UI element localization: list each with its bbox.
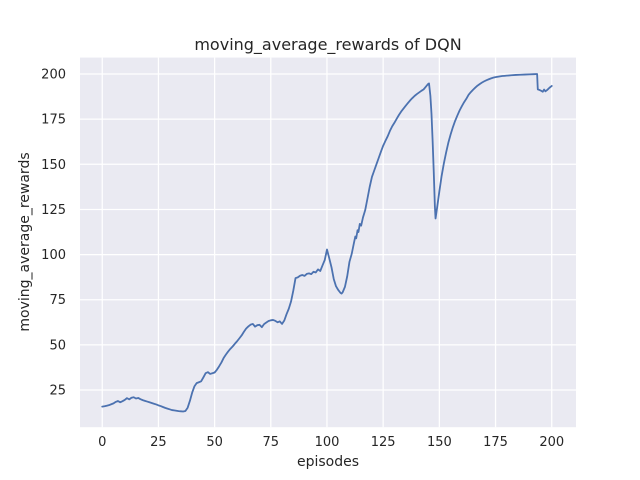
chart-title: moving_average_rewards of DQN — [194, 35, 461, 55]
y-tick-label: 150 — [41, 158, 66, 173]
y-axis-label: moving_average_rewards — [17, 152, 33, 331]
y-tick-label: 175 — [41, 113, 66, 128]
x-tick-label: 150 — [427, 435, 452, 450]
dqn-reward-line — [101, 73, 553, 413]
y-tick-label: 25 — [49, 384, 66, 399]
y-tick-label: 50 — [49, 338, 66, 353]
y-tick-label: 200 — [41, 68, 66, 83]
y-tick-label: 125 — [41, 203, 66, 218]
x-tick-label: 75 — [263, 435, 280, 450]
plot-area — [80, 57, 576, 428]
x-tick-label: 200 — [539, 435, 564, 450]
x-tick-label: 175 — [483, 435, 508, 450]
x-tick-label: 125 — [371, 435, 396, 450]
y-tick-label: 75 — [49, 293, 66, 308]
x-tick-label: 0 — [98, 435, 106, 450]
x-tick-label: 25 — [150, 435, 167, 450]
x-tick-label: 50 — [206, 435, 223, 450]
x-axis-label: episodes — [297, 454, 359, 470]
y-tick-labels: 25 50 75 100 125 150 175 200 — [41, 68, 66, 399]
x-tick-labels: 0 25 50 75 100 125 150 175 200 — [98, 435, 564, 450]
x-tick-label: 100 — [315, 435, 340, 450]
y-tick-label: 100 — [41, 248, 66, 263]
